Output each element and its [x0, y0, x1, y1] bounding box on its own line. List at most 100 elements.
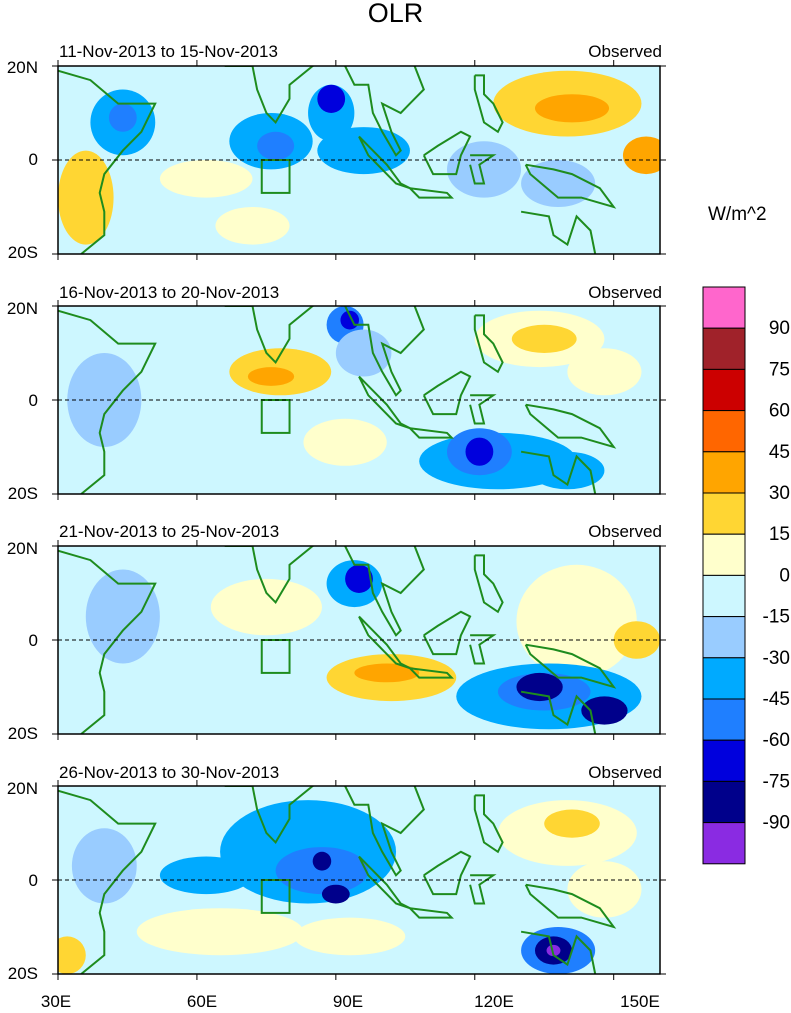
colorbar-units: W/m^2 — [708, 204, 767, 225]
panel-2-coastline-1 — [58, 309, 157, 494]
panel-2-anomaly-2 — [247, 367, 295, 386]
colorbar-swatch-11 — [702, 698, 746, 741]
panel-4-anomaly-10 — [567, 861, 642, 918]
panel-4-anomaly-14 — [58, 936, 86, 974]
colorbar-swatch-2 — [702, 327, 746, 370]
panel-3-anomaly-7 — [613, 621, 660, 659]
panel-3-anomaly-5 — [210, 578, 322, 636]
colorbar-swatch-12 — [702, 739, 746, 782]
panel-3-coastline-6 — [422, 610, 472, 656]
panel-4-coastline-3 — [344, 786, 425, 877]
colorbar-label: -30 — [763, 648, 790, 669]
xtick-150E: 150E — [620, 992, 660, 1011]
panel-3-coastline-8 — [473, 554, 504, 614]
panel-3-anomaly-6 — [516, 564, 637, 678]
panel-4-anomaly-13 — [546, 944, 561, 957]
panel-4-ytick-0: 0 — [28, 871, 38, 890]
panel-4-anomaly-6 — [136, 908, 304, 956]
panel-2-anomaly-5 — [335, 329, 392, 377]
panel-2-ytick-20S: 20S — [7, 484, 38, 503]
panel-2-coastline-6 — [422, 370, 472, 416]
panel-1-coastline-10 — [520, 210, 597, 254]
panel-2-ytick-0: 0 — [28, 391, 38, 410]
panel-1-coastline-5 — [409, 187, 454, 199]
panel-1-coastline-6 — [422, 130, 472, 176]
panel-4-coastline-1 — [58, 789, 157, 974]
colorbar-label: 60 — [769, 401, 790, 422]
panel-1-anomaly-12 — [534, 94, 610, 123]
colorbar-swatch-13 — [702, 780, 746, 824]
panel-4-anomaly-9 — [544, 809, 600, 838]
panel-1-period: 11-Nov-2013 to 15-Nov-2013 — [59, 42, 278, 61]
panel-1-anomaly-9 — [159, 160, 253, 198]
panel-3-coastline-7 — [469, 634, 497, 665]
panel-4-tag: Observed — [588, 763, 662, 782]
panel-2-field — [58, 306, 660, 494]
panel-4-coastline-10 — [520, 930, 597, 974]
colorbar-label: -75 — [763, 771, 790, 792]
panel-2-tag: Observed — [588, 283, 662, 302]
panel-4-anomaly-3 — [312, 851, 332, 871]
panel-4-coastline-6 — [422, 850, 472, 896]
xtick-60E: 60E — [186, 992, 218, 1011]
xtick-30E: 30E — [40, 992, 72, 1011]
panel-2-anomaly-7 — [511, 324, 577, 353]
panel-1-anomaly-14 — [446, 141, 522, 198]
colorbar-label: -45 — [763, 689, 790, 710]
panel-1-anomaly-3 — [58, 150, 114, 245]
panel-3-anomaly-10 — [516, 672, 563, 702]
panel-3-ytick-20S: 20S — [7, 724, 38, 743]
panel-4-coastline-2 — [224, 786, 315, 845]
panel-3-anomaly-11 — [581, 696, 628, 725]
panel-4-anomaly-4 — [321, 884, 350, 904]
colorbar-swatch-3 — [702, 368, 746, 412]
panel-2-coastline-10 — [520, 450, 597, 494]
panel-2-ytick-20N: 20N — [6, 299, 38, 318]
panel-1-coastline-9 — [524, 163, 617, 209]
panel-2-anomaly-8 — [567, 348, 642, 396]
panel-1-coastline-1 — [58, 69, 157, 254]
panel-3-coastline-5 — [409, 667, 454, 679]
panel-1-anomaly-8 — [317, 127, 410, 175]
panel-1-anomaly-2 — [108, 103, 137, 132]
panel-3-coastline-3 — [344, 546, 425, 637]
panel-3-anomaly-4 — [354, 663, 420, 683]
panel-4-ytick-20S: 20S — [7, 964, 38, 983]
panel-1-field — [58, 66, 660, 254]
panel-3-coastline-10 — [520, 690, 597, 734]
panel-1-anomaly-13 — [622, 136, 660, 175]
colorbar-label: 30 — [769, 483, 790, 504]
panel-1-coastline-7 — [469, 154, 497, 185]
panel-2-anomaly-14 — [67, 353, 142, 447]
panel-2-coastline-5 — [409, 427, 454, 439]
colorbar-label: 15 — [769, 524, 790, 545]
panel-2-anomaly-12 — [530, 451, 605, 490]
panel-1-anomaly-10 — [215, 207, 290, 245]
colorbar-label: -90 — [763, 813, 790, 834]
xtick-90E: 90E — [332, 992, 364, 1011]
xtick-120E: 120E — [474, 992, 514, 1011]
colorbar-swatch-14 — [702, 822, 746, 865]
panel-1-anomaly-15 — [521, 160, 596, 207]
colorbar-swatch-9 — [702, 616, 746, 659]
panel-1-tag: Observed — [588, 42, 662, 61]
colorbar-label: 90 — [769, 318, 790, 339]
colorbar-swatch-6 — [702, 492, 746, 535]
panel-1-anomaly-5 — [257, 131, 295, 160]
colorbar-label: -15 — [763, 607, 790, 628]
panel-2-anomaly-11 — [465, 437, 494, 466]
panel-1-ytick-20S: 20S — [7, 243, 38, 262]
panel-2-anomaly-13 — [303, 418, 387, 466]
colorbar-label: 75 — [769, 359, 790, 380]
panel-3-anomaly-2 — [345, 564, 373, 594]
panel-4-coastline-7 — [469, 874, 497, 905]
colorbar-swatch-1 — [702, 286, 746, 329]
panel-1-coastline-3 — [344, 66, 425, 157]
panel-4-ytick-20N: 20N — [6, 779, 38, 798]
colorbar-swatch-8 — [702, 574, 746, 618]
colorbar-swatch-4 — [702, 410, 746, 453]
panel-1-coastline-2 — [224, 66, 315, 125]
panel-2-coastline-7 — [469, 394, 497, 425]
panel-4-field — [58, 786, 660, 974]
